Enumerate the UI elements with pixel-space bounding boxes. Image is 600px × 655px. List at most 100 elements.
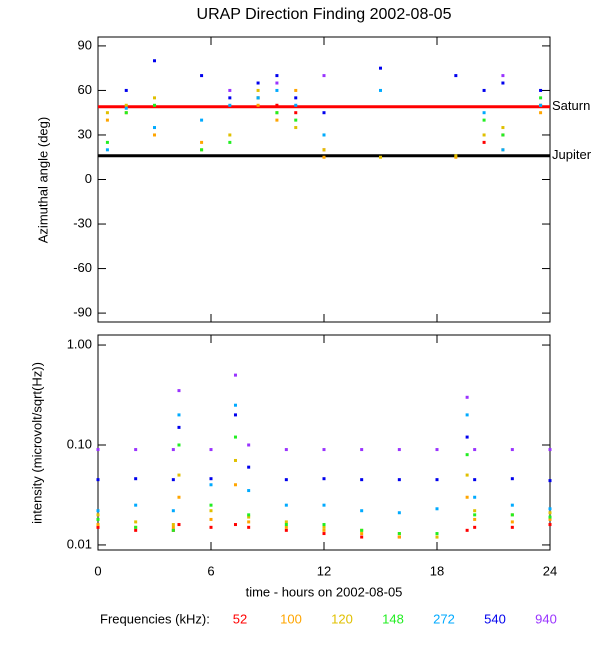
point <box>465 395 469 399</box>
reference-label: Jupiter <box>552 147 592 162</box>
point <box>465 453 469 457</box>
point <box>539 111 543 115</box>
point <box>397 448 401 452</box>
point <box>435 448 439 452</box>
point <box>153 59 156 63</box>
point <box>171 525 175 529</box>
point <box>397 535 401 539</box>
point <box>209 448 213 452</box>
point <box>465 528 469 532</box>
legend-label: 52 <box>233 611 247 626</box>
point <box>397 478 401 482</box>
point <box>177 523 181 527</box>
point <box>153 133 156 137</box>
point <box>105 111 109 115</box>
point <box>510 525 514 529</box>
legend-title: Frequencies (kHz): <box>100 611 210 626</box>
point <box>294 103 298 107</box>
point <box>228 88 232 92</box>
point <box>105 118 109 122</box>
point <box>473 513 477 517</box>
point <box>275 118 279 122</box>
plot-frame <box>97 334 551 551</box>
point <box>200 140 204 144</box>
point <box>539 88 543 92</box>
point <box>379 66 382 70</box>
y-tick-label: 0 <box>85 171 92 186</box>
chart-title: URAP Direction Finding 2002-08-05 <box>197 6 452 23</box>
point <box>177 473 181 477</box>
point <box>501 74 505 78</box>
point <box>153 103 156 107</box>
point <box>482 133 486 137</box>
point <box>275 103 279 107</box>
point <box>284 520 288 524</box>
point <box>233 413 237 417</box>
point <box>275 81 279 85</box>
point <box>96 448 100 452</box>
point <box>360 532 364 536</box>
point <box>177 495 181 499</box>
point <box>124 103 128 107</box>
point <box>465 473 469 477</box>
point <box>322 477 326 481</box>
point <box>228 140 232 144</box>
point <box>209 509 213 513</box>
point <box>247 515 251 519</box>
point <box>247 465 251 469</box>
point <box>454 154 458 158</box>
point <box>247 525 251 529</box>
y-tick-label: 30 <box>78 126 92 141</box>
y-tick-label: 1.00 <box>67 336 92 351</box>
point <box>435 478 439 482</box>
point <box>228 133 232 137</box>
point <box>322 148 326 152</box>
legend-label: 540 <box>484 611 506 626</box>
point <box>397 532 401 536</box>
y-tick-label: 90 <box>78 37 92 52</box>
point <box>209 525 213 529</box>
point <box>96 478 100 482</box>
point <box>482 140 486 144</box>
point <box>134 503 138 507</box>
point <box>209 477 213 481</box>
point <box>482 111 486 115</box>
point <box>322 532 326 536</box>
point <box>177 413 181 417</box>
point <box>134 448 138 452</box>
point <box>233 523 237 527</box>
point <box>284 503 288 507</box>
point <box>275 74 279 78</box>
point <box>200 74 204 78</box>
point <box>435 532 439 536</box>
point <box>360 448 364 452</box>
point <box>435 507 439 511</box>
point <box>105 140 109 144</box>
point <box>294 96 298 100</box>
point <box>548 511 552 515</box>
x-tick-label: 0 <box>94 563 101 578</box>
point <box>247 489 251 493</box>
point <box>200 148 204 152</box>
y-tick-label: -30 <box>73 215 92 230</box>
point <box>256 96 260 100</box>
point <box>171 528 175 532</box>
point <box>134 528 138 532</box>
point <box>134 525 138 529</box>
point <box>209 483 213 487</box>
point <box>209 517 213 521</box>
point <box>510 448 514 452</box>
point <box>171 478 175 482</box>
point <box>256 81 260 85</box>
point <box>209 503 213 507</box>
point <box>200 118 204 122</box>
point <box>473 495 477 499</box>
point <box>247 520 251 524</box>
reference-label: Saturn <box>552 98 590 113</box>
y-tick-label: 0.10 <box>67 436 92 451</box>
point <box>501 133 505 137</box>
point <box>548 507 552 511</box>
point <box>539 96 543 100</box>
point <box>473 525 477 529</box>
point <box>171 509 175 513</box>
